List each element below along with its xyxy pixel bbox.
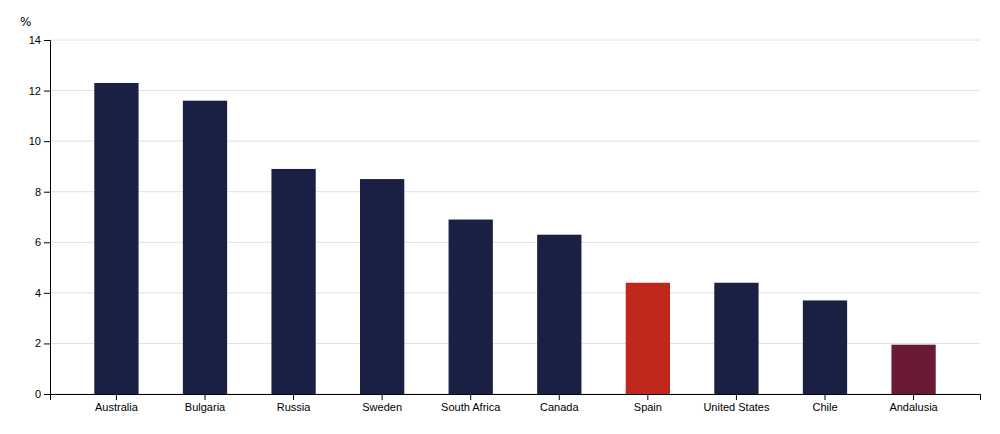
bar: [714, 283, 758, 394]
x-tick-label: Australia: [95, 401, 139, 413]
y-tick: 4: [35, 287, 50, 299]
x-tick: Chile: [812, 394, 837, 413]
y-tick-label: 0: [35, 388, 41, 400]
bar: [891, 345, 935, 394]
y-tick-label: 14: [29, 34, 41, 46]
y-tick-mark: [44, 192, 50, 193]
x-tick: Spain: [634, 394, 662, 413]
chart-svg: Australia Bulgaria Russia Sweden South Afric…: [0, 0, 1000, 434]
y-tick: 10: [29, 135, 50, 147]
chart-container: Australia Bulgaria Russia Sweden South Afric…: [0, 0, 1000, 434]
grid-line: [50, 90, 980, 91]
y-tick-label: 6: [35, 236, 41, 248]
x-tick-mark: [116, 394, 117, 400]
y-tick: 14: [29, 34, 50, 46]
bar: [360, 179, 404, 394]
y-tick: 0: [35, 388, 50, 400]
bar: [537, 235, 581, 394]
x-tick-mark: [736, 394, 737, 400]
x-tick-label: Bulgaria: [185, 401, 226, 413]
y-tick: 12: [29, 85, 50, 97]
x-tick-mark: [470, 394, 471, 400]
bar: [803, 300, 847, 394]
x-axis: Australia Bulgaria Russia Sweden South Afric…: [51, 394, 981, 413]
x-tick: Australia: [95, 394, 139, 413]
y-tick: 8: [35, 186, 50, 198]
x-tick-label: Sweden: [362, 401, 402, 413]
y-tick: 6: [35, 236, 50, 248]
x-tick: Bulgaria: [185, 394, 226, 413]
x-tick-mark: [205, 394, 206, 400]
bar: [183, 101, 227, 394]
bar: [626, 283, 670, 394]
x-tick-label: Andalusia: [889, 401, 938, 413]
y-tick-mark: [44, 91, 50, 92]
y-tick: 2: [35, 337, 50, 349]
y-tick-mark: [44, 343, 50, 344]
bar: [271, 169, 315, 394]
grid: [50, 40, 980, 394]
y-tick-mark: [44, 141, 50, 142]
x-tick: Russia: [277, 394, 312, 413]
x-tick: Andalusia: [889, 394, 938, 413]
x-tick-label: South Africa: [441, 401, 501, 413]
bar: [449, 220, 493, 394]
y-tick-label: 2: [35, 337, 41, 349]
x-tick-mark: [825, 394, 826, 400]
y-axis-line: [44, 41, 51, 395]
plot-area: Australia Bulgaria Russia Sweden South Afric…: [29, 34, 981, 413]
x-tick-mark: [559, 394, 560, 400]
x-axis-line: [51, 395, 981, 401]
x-tick-mark: [647, 394, 648, 400]
x-tick-mark: [913, 394, 914, 400]
y-tick-mark: [44, 40, 50, 41]
bar: [94, 83, 138, 394]
y-tick-mark: [44, 293, 50, 294]
x-tick: Sweden: [362, 394, 402, 413]
x-tick-label: Chile: [812, 401, 837, 413]
x-tick-label: Spain: [634, 401, 662, 413]
y-tick-mark: [44, 242, 50, 243]
x-tick-label: Russia: [277, 401, 312, 413]
y-axis: 0 2 4 6 8 10 12 14: [29, 34, 51, 400]
y-tick-label: 8: [35, 186, 41, 198]
bars: [94, 83, 935, 394]
x-tick: United States: [703, 394, 770, 413]
y-axis-title: %: [20, 15, 31, 29]
x-tick-label: United States: [703, 401, 770, 413]
y-tick-label: 12: [29, 85, 41, 97]
grid-line: [50, 40, 980, 41]
x-tick-label: Canada: [540, 401, 579, 413]
x-tick: South Africa: [441, 394, 501, 413]
x-tick: Canada: [540, 394, 579, 413]
x-tick-mark: [382, 394, 383, 400]
y-tick-label: 10: [29, 135, 41, 147]
y-tick-label: 4: [35, 287, 41, 299]
x-tick-mark: [293, 394, 294, 400]
y-tick-mark: [44, 394, 50, 395]
